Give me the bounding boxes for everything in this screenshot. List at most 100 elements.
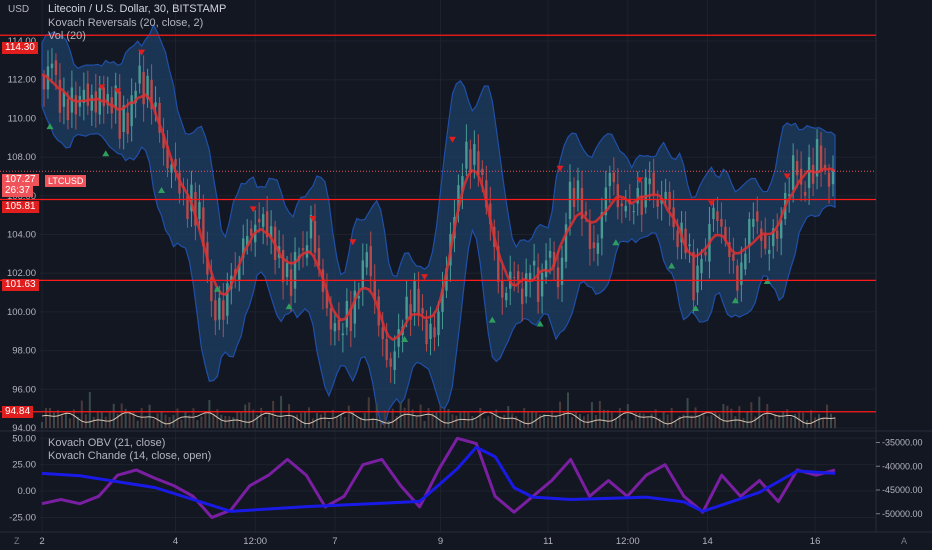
candle-body <box>540 272 544 297</box>
price-tick-label: 100.00 <box>7 307 36 318</box>
volume-bar <box>56 410 59 428</box>
volume-bar <box>650 413 653 428</box>
volume-bar <box>674 421 677 428</box>
candle-body <box>823 164 827 169</box>
down-arrow-icon <box>556 165 564 172</box>
osc-right-tick-label: -50000.00 <box>882 509 923 519</box>
volume-bar <box>606 410 609 428</box>
volume-bar <box>590 402 593 428</box>
candle-body <box>82 89 86 103</box>
volume-bar <box>519 420 522 428</box>
candle-body <box>819 145 823 171</box>
candle-body <box>190 184 193 212</box>
candle-body <box>194 191 197 226</box>
volume-bar <box>718 413 721 428</box>
candle-body <box>505 292 508 301</box>
candle-body <box>799 168 803 185</box>
auto-scale-button[interactable]: A <box>901 536 908 546</box>
candle-body <box>329 308 333 330</box>
volume-bar <box>144 417 147 428</box>
volume-bar <box>44 408 47 428</box>
candle-body <box>106 94 109 105</box>
time-tick-label: 9 <box>438 536 443 547</box>
candle-body <box>596 242 600 254</box>
volume-bar <box>594 414 597 428</box>
time-tick-label: 12:00 <box>243 536 267 547</box>
candle-body <box>246 236 249 247</box>
horizontal-lines <box>0 34 876 413</box>
down-arrow-icon <box>707 200 715 207</box>
oscillator-pane: 50.00 25.00 0.00 -25.00 -35000.00 -40000.00 -4… <box>9 433 922 523</box>
candle-body <box>54 60 58 75</box>
volume-ma-line <box>41 411 836 425</box>
candle-body <box>560 257 564 285</box>
down-arrow-icon <box>783 173 791 180</box>
time-tick-label: 11 <box>543 536 553 547</box>
candle-body <box>536 267 540 302</box>
volume-bar <box>742 417 745 428</box>
candle-body <box>608 172 612 187</box>
hline-tag-1[interactable]: 114.30 <box>2 42 38 54</box>
volume-bar <box>586 413 589 428</box>
volume-bar <box>212 414 215 428</box>
volume-bar <box>750 402 753 428</box>
volume-bar <box>483 418 486 428</box>
candle-body <box>349 308 353 332</box>
candle-body <box>285 263 289 278</box>
candle-body <box>776 230 779 239</box>
volume-bar <box>455 415 458 428</box>
volume-bar <box>248 402 251 428</box>
osc-left-tick-label: 50.00 <box>12 433 36 444</box>
volume-bar <box>527 411 530 428</box>
candle-body <box>477 151 480 176</box>
volume-bar <box>296 414 299 428</box>
candle-body <box>138 65 141 84</box>
candle-body <box>261 214 265 227</box>
down-arrow-icon <box>309 216 317 223</box>
candle-body <box>720 219 723 227</box>
volume-bar <box>156 413 159 428</box>
candle-body <box>592 242 596 249</box>
candle-body <box>134 90 137 103</box>
indicator-legend-chande[interactable]: Kovach Chande (14, close, open) <box>48 450 212 462</box>
indicator-legend-volume[interactable]: Vol (20) <box>48 30 86 42</box>
volume-bar <box>662 412 665 428</box>
down-arrow-icon <box>448 136 456 143</box>
candle-body <box>604 187 608 216</box>
volume-bar <box>52 412 55 428</box>
volume-bar <box>547 417 550 428</box>
candle-body <box>373 280 376 300</box>
volume-bar <box>411 409 414 428</box>
candle-body <box>62 92 66 107</box>
volume-bar <box>471 416 474 428</box>
osc-left-tick-label: -25.00 <box>9 512 36 523</box>
indicator-legend-reversals[interactable]: Kovach Reversals (20, close, 2) <box>48 17 204 29</box>
candle-body <box>385 338 388 360</box>
up-arrow-icon <box>213 285 221 292</box>
candle-body <box>317 248 321 267</box>
volume-bar <box>264 417 267 428</box>
volume-bar <box>786 409 789 428</box>
volume-bar <box>515 416 518 428</box>
volume-bar <box>447 409 450 428</box>
hline-tag-4[interactable]: 94.84 <box>2 406 34 418</box>
volume-bar <box>196 420 199 428</box>
candle-body <box>154 102 157 107</box>
volume-bar <box>124 408 127 428</box>
zoom-corner-icon[interactable]: Z <box>14 536 20 546</box>
volume-bar <box>68 418 71 428</box>
candle-body <box>150 79 153 110</box>
volume-bar <box>188 415 191 428</box>
candle-body <box>704 251 707 256</box>
candle-body <box>676 230 679 248</box>
up-arrow-icon <box>158 187 166 194</box>
candle-body <box>740 262 743 285</box>
hline-tag-2[interactable]: 105.81 <box>2 201 39 213</box>
volume-bar <box>638 412 641 428</box>
candle-body <box>265 211 269 238</box>
indicator-legend-obv[interactable]: Kovach OBV (21, close) <box>48 437 166 449</box>
volume-bar <box>220 414 223 428</box>
time-tick-label: 16 <box>810 536 821 547</box>
hline-tag-3[interactable]: 101.63 <box>2 279 39 291</box>
